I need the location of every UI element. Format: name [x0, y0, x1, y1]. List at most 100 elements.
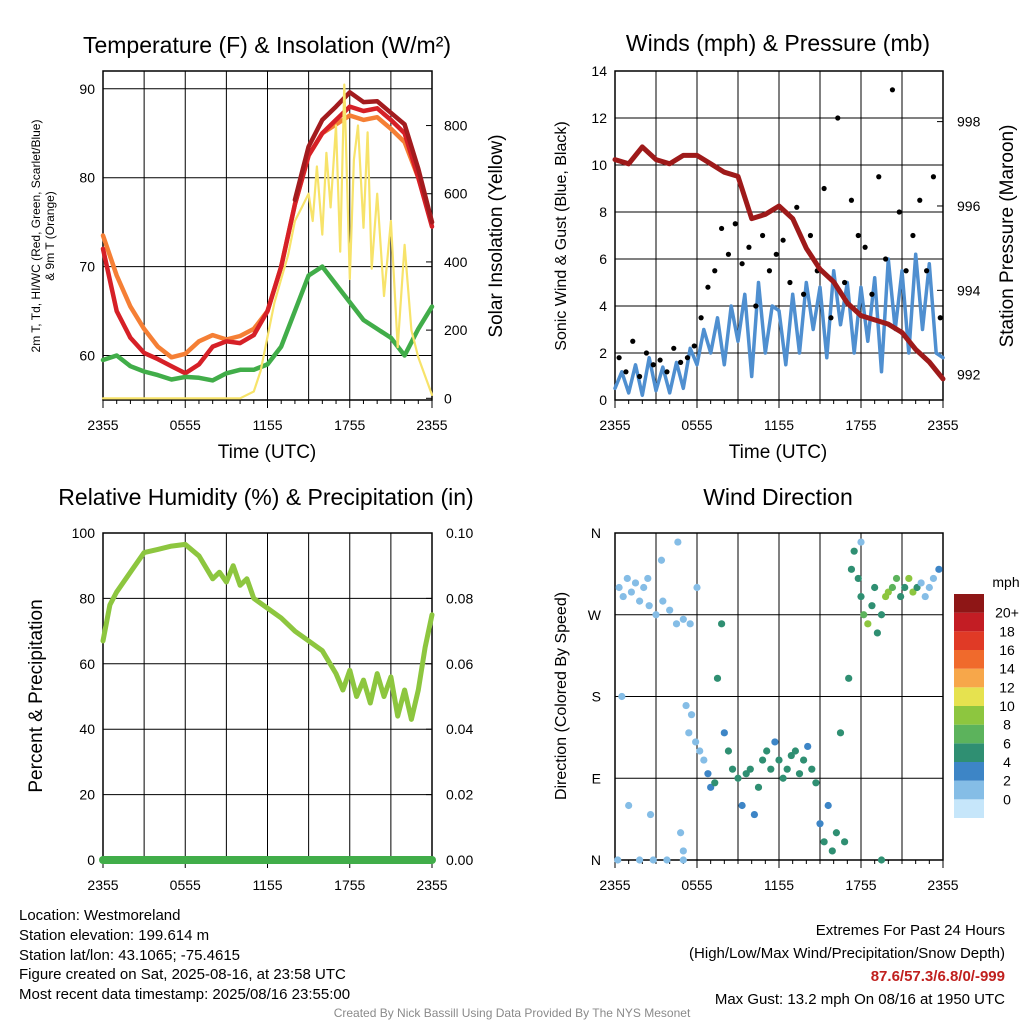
direction-point	[718, 620, 726, 628]
y-tick-label: 80	[79, 590, 95, 606]
legend-label: 2	[1003, 773, 1011, 789]
legend-swatch	[954, 762, 984, 781]
legend-swatch	[954, 706, 984, 725]
legend-swatch	[954, 687, 984, 706]
x-tick-label: 0555	[681, 877, 712, 893]
direction-point	[935, 565, 943, 573]
gust-point	[643, 350, 650, 356]
y2-tick-label: 0.10	[446, 525, 473, 541]
legend-title: mph	[992, 574, 1019, 590]
legend-label: 10	[999, 698, 1015, 714]
direction-point	[845, 674, 853, 682]
y-tick-label: 60	[79, 348, 95, 364]
wind-panel-title: Winds (mph) & Pressure (mb)	[626, 30, 930, 56]
direction-point	[841, 838, 849, 846]
gust-point	[753, 303, 759, 309]
legend-swatch	[954, 594, 984, 613]
y2-tick-label: 800	[444, 118, 468, 134]
direction-point	[812, 779, 820, 787]
direction-point	[685, 729, 693, 737]
station-info: Location: Westmoreland Station elevation…	[19, 906, 350, 1005]
station-location: Location: Westmoreland	[19, 907, 181, 924]
direction-point	[672, 620, 681, 628]
direction-point	[679, 856, 687, 864]
direction-point	[614, 856, 622, 864]
direction-point	[692, 738, 700, 746]
y-tick-label: 70	[79, 259, 95, 275]
direction-point	[636, 597, 644, 605]
direction-point	[679, 615, 687, 623]
direction-point	[767, 765, 775, 773]
legend-swatch	[954, 612, 984, 632]
extremes-subheading: (High/Low/Max Wind/Precipitation/Snow De…	[689, 945, 1005, 962]
y-tick-label: 0	[599, 392, 607, 408]
direction-point	[657, 556, 666, 564]
y2-tick-label: 600	[444, 186, 468, 202]
direction-point	[640, 583, 648, 592]
y2-tick-label: 400	[444, 254, 468, 270]
direction-point	[771, 738, 779, 746]
temp-ylabel-1: 2m T, Td, HI/WC (Red, Green, Scarlet/Blu…	[29, 120, 43, 353]
y-tick-label: 4	[599, 298, 607, 314]
direction-point	[905, 574, 913, 583]
gust-point	[794, 204, 800, 210]
direction-point	[929, 574, 938, 583]
legend-label: 12	[999, 679, 1015, 695]
y-tick-label: 8	[599, 204, 607, 220]
y-tick-label: 100	[72, 525, 96, 541]
direction-point	[631, 579, 640, 587]
gust-point	[924, 268, 930, 274]
gust-point	[684, 355, 691, 361]
direction-point	[687, 711, 696, 719]
direction-point	[847, 565, 856, 573]
y2-tick-label: 0.02	[446, 787, 473, 803]
legend-swatch	[954, 780, 984, 800]
gust-point	[637, 373, 643, 380]
series-solar	[101, 83, 434, 400]
direction-point	[754, 783, 763, 791]
direction-point	[625, 801, 633, 810]
direction-point	[750, 810, 759, 819]
direction-point	[724, 747, 733, 755]
gust-point	[623, 369, 629, 375]
extremes-box: Extremes For Past 24 Hours (High/Low/Max…	[689, 919, 1005, 1011]
direction-point	[808, 765, 816, 773]
x-tick-label: 1755	[845, 877, 876, 893]
legend-swatch	[954, 799, 984, 818]
direction-point	[663, 856, 671, 864]
y-tick-label: E	[592, 770, 601, 786]
series-wind	[613, 252, 945, 398]
direction-point	[627, 588, 636, 596]
x-tick-label: 2355	[416, 877, 447, 893]
gust-point	[801, 291, 807, 297]
y-tick-label: 10	[591, 157, 607, 173]
gust-point	[630, 338, 636, 344]
direction-point	[854, 574, 862, 583]
gust-point	[862, 244, 868, 250]
direction-point	[679, 847, 687, 855]
plot-panel-1: 2355 0555 1155 1755 2355 0 2 4 6 8 10 12 14 992 994 996…	[591, 63, 980, 433]
y2-tick-label: 0.04	[446, 721, 473, 737]
x-tick-label: 2355	[87, 877, 118, 893]
station-latlon: Station lat/lon: 43.1065; -75.4615	[19, 946, 241, 964]
y-tick-label: 0	[87, 852, 95, 868]
direction-point	[720, 729, 728, 737]
direction-point	[775, 756, 783, 764]
gust-point	[698, 315, 704, 321]
gust-point	[807, 232, 814, 239]
plot-panel-3: 2355 0555 1155 1755 2355 N E S W N	[588, 525, 959, 893]
y-tick-label: N	[591, 852, 601, 868]
direction-point	[652, 611, 660, 619]
x-tick-label: 1155	[764, 877, 794, 893]
direction-point	[713, 674, 722, 682]
direction-point	[674, 538, 682, 546]
x-tick-label: 2355	[87, 417, 118, 433]
series-rh	[100, 541, 435, 722]
y-tick-label: W	[588, 607, 602, 623]
extremes-heading: Extremes For Past 24 Hours	[815, 922, 1005, 939]
temp-xlabel: Time (UTC)	[218, 442, 317, 463]
temp-ylabel-2: & 9m T (Orange)	[43, 191, 57, 281]
gust-point	[712, 268, 718, 274]
series-dewpoint	[100, 264, 435, 383]
